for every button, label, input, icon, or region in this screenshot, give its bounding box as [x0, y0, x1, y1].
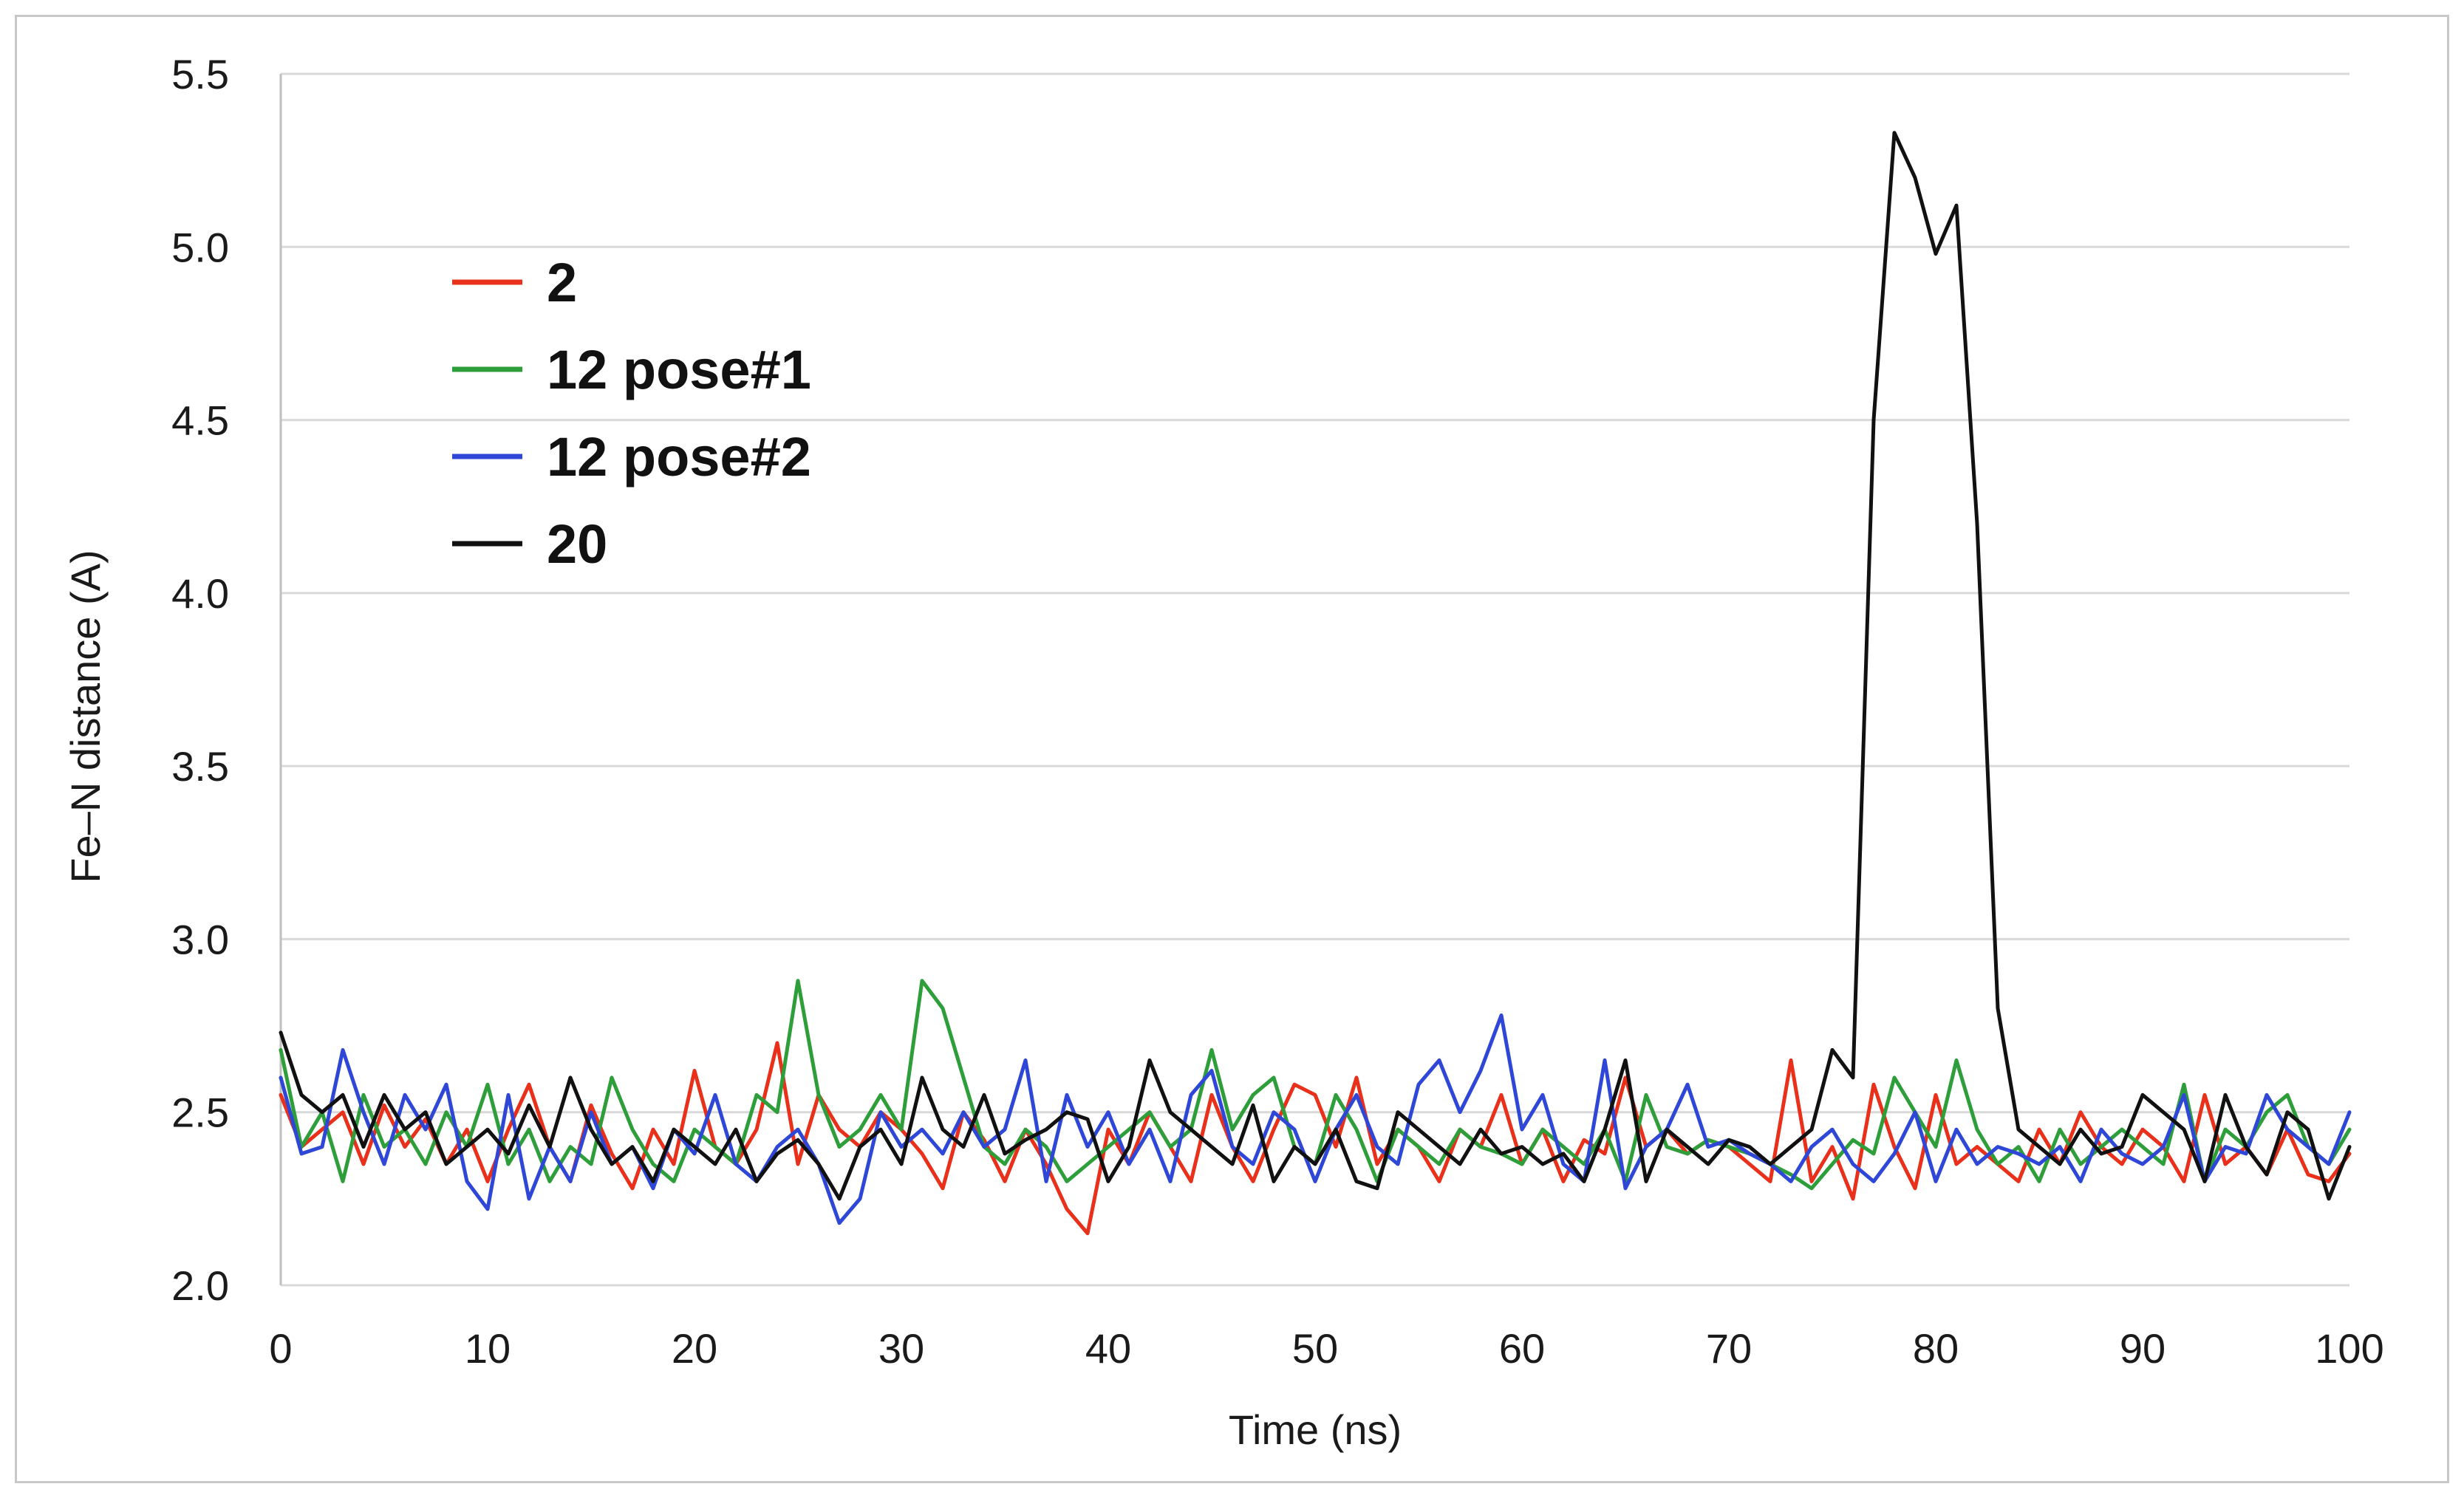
x-tick-label: 100: [2315, 1325, 2383, 1372]
x-tick-label: 70: [1706, 1325, 1752, 1372]
legend: 2 12 pose#1 12 pose#2 20: [452, 252, 811, 575]
y-axis-title: Fe–N distance (A): [62, 550, 109, 883]
y-tick-label: 3.0: [171, 916, 229, 962]
legend-label-20: 20: [547, 513, 607, 575]
y-tick-label: 3.5: [171, 743, 229, 790]
chart-frame: [15, 15, 2449, 1483]
y-tick-label: 4.0: [171, 570, 229, 617]
series-line-1: [279, 979, 2352, 1191]
x-tick-label: 90: [2120, 1325, 2166, 1372]
x-axis-title: Time (ns): [1229, 1406, 1402, 1453]
x-tick-label: 80: [1913, 1325, 1959, 1372]
series-line-3: [279, 131, 2352, 1201]
x-tick-label: 10: [465, 1325, 511, 1372]
x-tick-label: 40: [1085, 1325, 1131, 1372]
series-line-0: [279, 1041, 2352, 1236]
y-tick-label: 5.0: [171, 224, 229, 270]
x-tick-label: 30: [878, 1325, 924, 1372]
y-tick-label: 4.5: [171, 397, 229, 444]
x-tick-label: 60: [1499, 1325, 1545, 1372]
x-tick-label: 0: [269, 1325, 292, 1372]
series-line-2: [279, 1013, 2352, 1225]
y-tick-label: 2.5: [171, 1090, 229, 1136]
x-tick-label: 50: [1292, 1325, 1338, 1372]
y-tick-label: 2.0: [171, 1262, 229, 1309]
x-tick-label: 20: [672, 1325, 717, 1372]
legend-label-12-pose2: 12 pose#2: [547, 426, 811, 488]
axes: 2.0 2.5 3.0 3.5 4.0 4.5 5.0 5.5 0 10 20 30 40 50 60 70 8…: [171, 51, 2384, 1372]
series-lines: [279, 131, 2352, 1236]
legend-label-2: 2: [547, 252, 577, 313]
y-tick-label: 5.5: [171, 51, 229, 98]
legend-label-12-pose1: 12 pose#1: [547, 339, 811, 400]
